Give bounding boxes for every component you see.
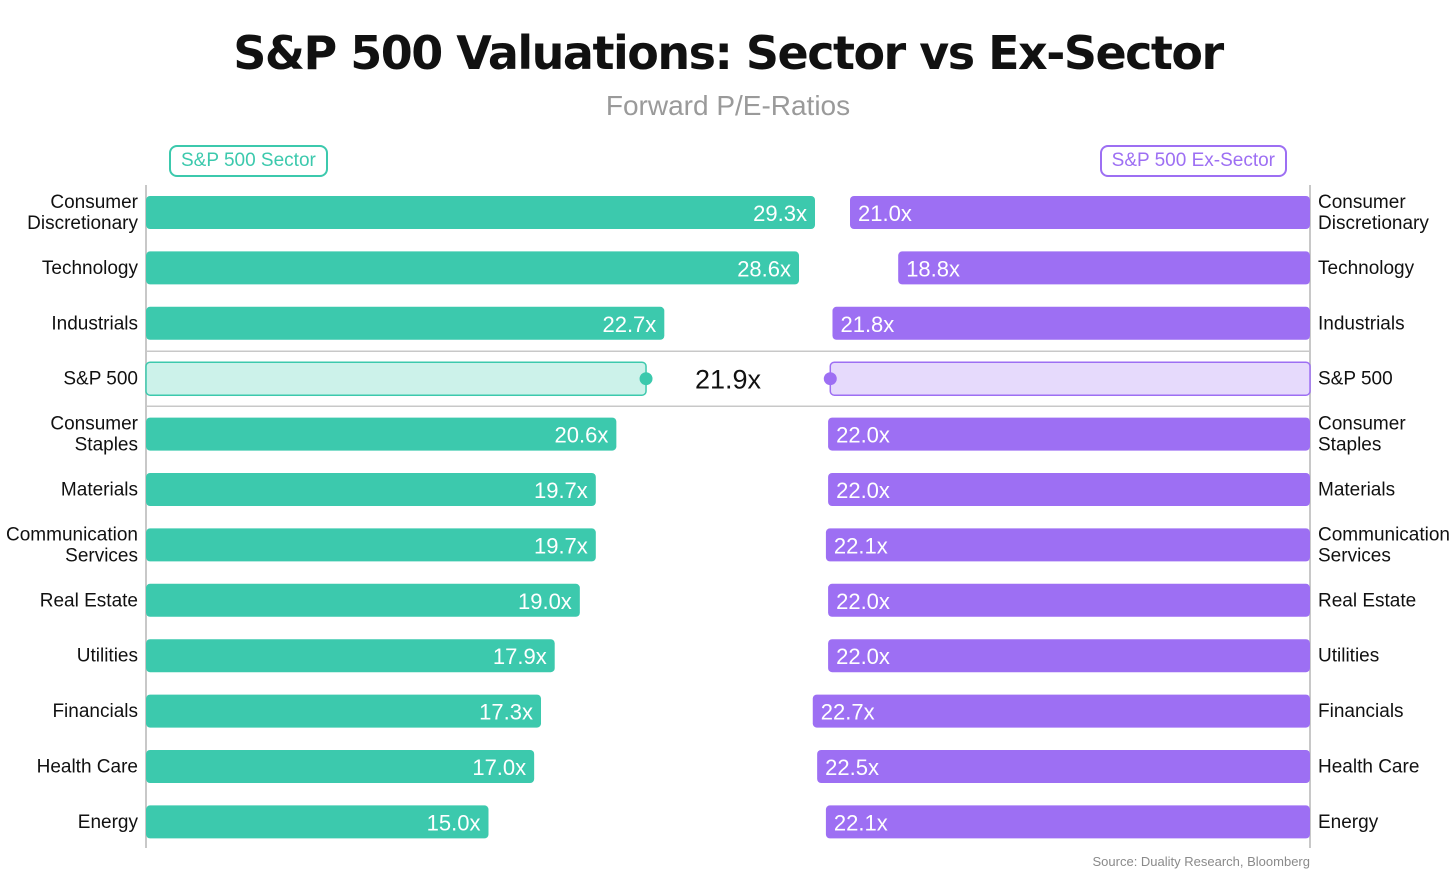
bar-sector-consumer-staples bbox=[146, 417, 617, 451]
bar-sector-value-label: 19.7x bbox=[534, 533, 588, 558]
bar-ex-sector-value-label: 21.0x bbox=[858, 201, 912, 226]
right-category-label-materials: Materials bbox=[1318, 479, 1395, 500]
left-category-label-real-estate: Real Estate bbox=[40, 590, 138, 611]
bar-ex-sector-value-label: 22.5x bbox=[825, 755, 879, 780]
bar-ex-sector-health-care bbox=[817, 750, 1310, 783]
bar-sector-value-label: 19.7x bbox=[534, 478, 588, 503]
right-category-label-technology: Technology bbox=[1318, 257, 1415, 278]
right-category-label-health-care: Health Care bbox=[1318, 756, 1419, 777]
right-category-label-consumer-discretionary: Consumer Discretionary bbox=[1318, 192, 1429, 234]
bar-sector-value-label: 20.6x bbox=[555, 423, 609, 448]
bar-ex-sector-industrials bbox=[832, 306, 1310, 340]
bar-ex-sector-utilities bbox=[828, 639, 1310, 673]
left-category-label-s-p-500: S&P 500 bbox=[63, 368, 138, 389]
bar-ex-sector-value-label: 22.1x bbox=[834, 810, 888, 835]
left-category-label-energy: Energy bbox=[78, 811, 139, 832]
bar-sector-health-care bbox=[146, 750, 535, 783]
bar-ex-sector-materials bbox=[828, 473, 1310, 506]
right-category-label-energy: Energy bbox=[1318, 811, 1379, 832]
bar-sector-energy bbox=[146, 805, 489, 839]
bar-sector-value-label: 29.3x bbox=[753, 201, 807, 226]
benchmark-ex-sector-marker bbox=[823, 372, 837, 386]
source-note: Source: Duality Research, Bloomberg bbox=[1092, 854, 1311, 869]
bar-sector-value-label: 22.7x bbox=[602, 312, 656, 337]
bar-sector-communication-services bbox=[146, 528, 596, 562]
left-category-label-consumer-discretionary: Consumer Discretionary bbox=[27, 192, 139, 234]
bar-ex-sector-benchmark bbox=[829, 361, 1311, 396]
bar-sector-value-label: 17.9x bbox=[493, 644, 547, 669]
bar-sector-industrials bbox=[146, 306, 665, 340]
right-category-label-industrials: Industrials bbox=[1318, 313, 1405, 334]
bar-ex-sector-technology bbox=[898, 251, 1310, 285]
left-category-label-industrials: Industrials bbox=[51, 313, 138, 334]
bar-sector-benchmark bbox=[145, 361, 647, 396]
bar-sector-value-label: 15.0x bbox=[427, 810, 481, 835]
bar-ex-sector-communication-services bbox=[825, 528, 1310, 562]
bar-sector-financials bbox=[146, 694, 542, 728]
legend-sector: S&P 500 Sector bbox=[169, 145, 328, 177]
bar-sector-materials bbox=[146, 473, 596, 506]
left-category-label-materials: Materials bbox=[61, 479, 138, 500]
bar-ex-sector-financials bbox=[812, 694, 1310, 728]
bar-sector-technology bbox=[146, 251, 800, 285]
bar-sector-value-label: 19.0x bbox=[518, 589, 572, 614]
left-category-label-financials: Financials bbox=[52, 701, 138, 722]
benchmark-value-label: 21.9x bbox=[695, 365, 762, 395]
left-category-label-consumer-staples: Consumer Staples bbox=[50, 413, 138, 455]
bar-sector-value-label: 17.3x bbox=[479, 700, 533, 725]
bar-sector-utilities bbox=[146, 639, 555, 673]
right-category-label-consumer-staples: Consumer Staples bbox=[1318, 413, 1406, 455]
bar-ex-sector-value-label: 22.0x bbox=[836, 478, 890, 503]
legend-ex-sector: S&P 500 Ex-Sector bbox=[1099, 145, 1287, 177]
bar-sector-value-label: 28.6x bbox=[737, 256, 791, 281]
left-category-label-health-care: Health Care bbox=[37, 756, 138, 777]
bar-ex-sector-value-label: 22.1x bbox=[834, 533, 888, 558]
right-category-label-utilities: Utilities bbox=[1318, 645, 1379, 666]
chart-subtitle: Forward P/E-Ratios bbox=[605, 90, 851, 121]
chart-title: S&P 500 Valuations: Sector vs Ex-Sector bbox=[233, 26, 1224, 80]
bar-ex-sector-value-label: 22.0x bbox=[836, 644, 890, 669]
right-category-label-communication-services: Communication Services bbox=[1318, 524, 1450, 566]
right-category-label-real-estate: Real Estate bbox=[1318, 590, 1416, 611]
bar-ex-sector-value-label: 18.8x bbox=[906, 256, 960, 281]
bar-sector-real-estate bbox=[146, 583, 580, 617]
bar-ex-sector-consumer-discretionary bbox=[850, 196, 1310, 229]
bar-ex-sector-consumer-staples bbox=[828, 417, 1310, 451]
bar-ex-sector-value-label: 22.7x bbox=[821, 700, 875, 725]
left-category-label-utilities: Utilities bbox=[77, 645, 138, 666]
bar-ex-sector-real-estate bbox=[828, 583, 1310, 617]
right-category-label-s-p-500: S&P 500 bbox=[1318, 368, 1393, 389]
bar-sector-consumer-discretionary bbox=[146, 196, 815, 229]
bar-ex-sector-energy bbox=[825, 805, 1310, 839]
bar-ex-sector-value-label: 22.0x bbox=[836, 589, 890, 614]
left-category-label-technology: Technology bbox=[42, 257, 139, 278]
left-category-label-communication-services: Communication Services bbox=[6, 524, 138, 566]
bar-sector-value-label: 17.0x bbox=[472, 755, 526, 780]
bar-ex-sector-value-label: 22.0x bbox=[836, 423, 890, 448]
bar-ex-sector-value-label: 21.8x bbox=[840, 312, 894, 337]
right-category-label-financials: Financials bbox=[1318, 701, 1404, 722]
benchmark-sector-marker bbox=[639, 372, 653, 386]
